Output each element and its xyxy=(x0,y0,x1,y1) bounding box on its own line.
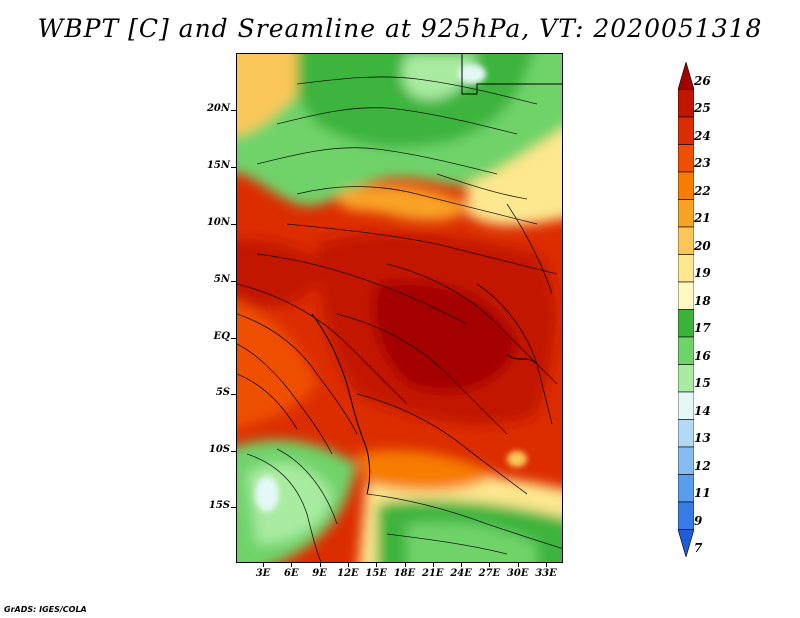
colorbar-label: 24 xyxy=(694,128,711,143)
lon-tick-label: 15E xyxy=(365,568,387,579)
colorbar-segment xyxy=(678,171,694,200)
lon-tick-mark xyxy=(347,563,349,567)
lat-tick-label: 5N xyxy=(213,274,230,285)
colorbar-segment xyxy=(678,336,694,365)
colorbar-segment xyxy=(678,226,694,255)
lon-tick-label: 33E xyxy=(535,568,557,579)
colorbar-label: 11 xyxy=(694,486,711,501)
lat-tick-mark xyxy=(231,507,236,508)
lon-tick-mark xyxy=(376,563,378,567)
colorbar-label: 15 xyxy=(694,376,711,391)
lat-tick-mark xyxy=(231,224,236,225)
colorbar-segment xyxy=(678,446,694,475)
colorbar-segment xyxy=(678,529,694,557)
colorbar-label: 7 xyxy=(694,541,703,556)
colorbar-segment xyxy=(678,89,694,118)
lat-tick-label: 10N xyxy=(206,217,230,228)
colorbar-label: 22 xyxy=(694,183,711,198)
lon-tick-label: 6E xyxy=(284,568,299,579)
colorbar-segment xyxy=(678,281,694,310)
lon-tick-mark xyxy=(432,563,434,567)
lon-tick-label: 30E xyxy=(506,568,529,579)
colorbar-label: 17 xyxy=(694,321,711,336)
lon-tick-mark xyxy=(546,563,547,567)
lon-tick-mark xyxy=(489,563,491,567)
colorbar-label: 14 xyxy=(694,403,711,418)
colorbar-segment xyxy=(678,144,694,173)
colorbar-segment xyxy=(678,501,694,530)
lon-tick-mark xyxy=(517,563,519,567)
colorbar-label: 20 xyxy=(694,238,711,253)
lon-tick-mark xyxy=(404,563,406,567)
colorbar-segment xyxy=(678,364,694,393)
colorbar-segment xyxy=(678,419,694,448)
lon-tick-label: 9E xyxy=(312,568,327,579)
lat-tick-label: 15S xyxy=(208,500,230,511)
lat-tick-label: 5S xyxy=(215,387,230,398)
colorbar xyxy=(678,62,694,557)
colorbar-label: 13 xyxy=(694,431,711,446)
map-title: WBPT [C] and Sreamline at 925hPa, VT: 20… xyxy=(37,14,763,43)
colorbar-label: 9 xyxy=(694,513,703,528)
lon-tick-mark xyxy=(319,563,321,567)
lon-tick-label: 18E xyxy=(393,568,416,579)
lon-tick-mark xyxy=(461,563,463,567)
wbpt-field-map xyxy=(237,54,562,562)
colorbar-segment xyxy=(678,391,694,420)
lon-tick-label: 24E xyxy=(450,568,472,579)
colorbar-segment xyxy=(678,199,694,228)
lat-tick-mark xyxy=(231,110,236,111)
colorbar-label: 18 xyxy=(694,293,711,308)
lat-tick-mark xyxy=(231,281,236,282)
lat-tick-label: 10S xyxy=(208,444,230,455)
colorbar-segment xyxy=(678,474,694,503)
colorbar-label: 12 xyxy=(694,458,711,473)
lat-tick-mark xyxy=(231,167,236,168)
lon-tick-label: 27E xyxy=(478,568,501,579)
grads-credit: GrADS: IGES/COLA xyxy=(4,605,87,614)
colorbar-label: 19 xyxy=(694,266,711,281)
colorbar-label: 21 xyxy=(694,211,711,226)
map-plot-area xyxy=(236,53,563,563)
colorbar-segment xyxy=(678,309,694,338)
lon-tick-mark xyxy=(291,563,293,567)
colorbar-label: 25 xyxy=(694,101,711,116)
lat-tick-label: 20N xyxy=(206,103,230,114)
lat-tick-mark xyxy=(231,451,236,452)
colorbar-label: 23 xyxy=(694,156,711,171)
lat-tick-label: 15N xyxy=(206,160,230,171)
colorbar-segment xyxy=(678,116,694,145)
colorbar-segment xyxy=(678,62,694,90)
lon-tick-label: 12E xyxy=(337,568,359,579)
colorbar-segment xyxy=(678,254,694,283)
lat-tick-mark xyxy=(231,394,236,395)
lon-tick-label: 21E xyxy=(422,568,444,579)
lat-tick-label: EQ xyxy=(213,331,230,342)
colorbar-label: 16 xyxy=(694,348,711,363)
lat-tick-mark xyxy=(231,338,236,339)
lon-tick-mark xyxy=(263,563,264,567)
colorbar-label: 26 xyxy=(694,73,711,88)
lon-tick-label: 3E xyxy=(255,568,271,579)
